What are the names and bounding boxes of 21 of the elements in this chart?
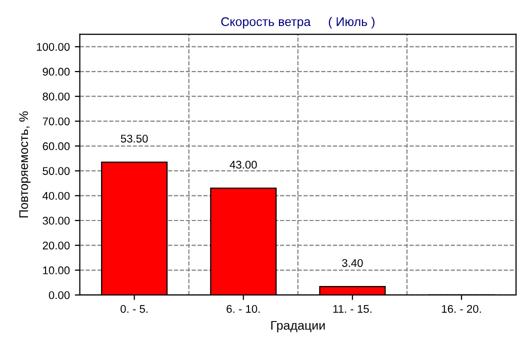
x-tick-label: 16. - 20. [442, 304, 481, 313]
y-tick-label: 40.00 [42, 192, 70, 200]
y-tick-label: 60.00 [42, 142, 70, 150]
data-label: 3.40 [342, 259, 363, 267]
data-label: 43.00 [230, 160, 257, 169]
chart-title: Скорость ветра ( Июль ) [221, 16, 374, 29]
y-tick-label: 80.00 [42, 92, 70, 100]
x-tick-label: 6. - 10. [226, 304, 260, 313]
y-tick-label: 50.00 [42, 167, 70, 175]
y-tick-label: 30.00 [42, 216, 70, 225]
x-tick-label: 11. - 15. [333, 305, 372, 313]
y-tick-label: 20.00 [42, 242, 70, 250]
y-axis-title: Повторяемость, % [19, 111, 31, 218]
y-tick-label: 0.00 [48, 291, 70, 300]
y-tick-label: 100.00 [36, 42, 70, 51]
x-tick-label: 0. - 5. [120, 304, 148, 313]
y-tick-label: 10.00 [43, 266, 70, 274]
y-tick-label: 70.00 [42, 117, 70, 126]
y-tick-label: 90.00 [42, 68, 70, 76]
data-label: 53.50 [120, 134, 148, 143]
x-axis-title: Градации [271, 321, 325, 332]
